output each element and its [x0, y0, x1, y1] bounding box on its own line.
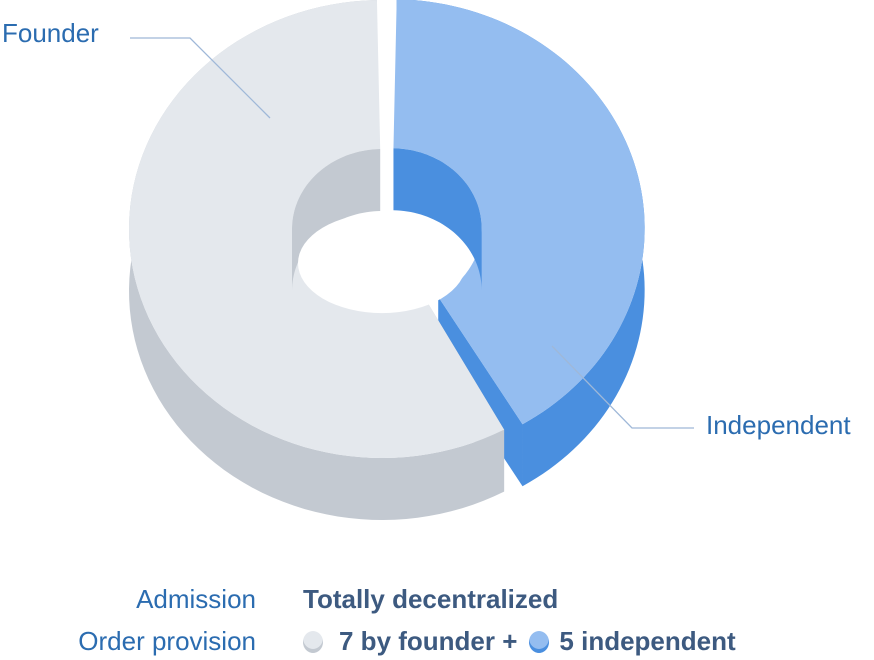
admission-label: Admission — [136, 584, 256, 614]
slice-label-independent: Independent — [706, 410, 851, 440]
admission-row: Admission Totally decentralized — [0, 584, 874, 615]
leader-line-founder — [130, 37, 271, 119]
order-provision-value: 7 by founder + 5 independent — [303, 626, 736, 657]
founder-legend-dot — [303, 630, 323, 653]
slice-inner-independent — [393, 148, 482, 291]
order-provision-label: Order provision — [78, 626, 256, 656]
independent-legend-dot — [529, 630, 550, 653]
slice-label-founder: Founder — [2, 18, 99, 48]
admission-value: Totally decentralized — [303, 584, 559, 614]
slice-top-founder — [129, 0, 505, 458]
slice-founder — [129, 0, 505, 520]
founder-count-text: 7 by founder + — [339, 626, 518, 656]
donut-hole — [298, 213, 466, 314]
leader-line-independent — [551, 345, 694, 429]
slice-top-independent — [393, 0, 645, 425]
order-provision-row: Order provision 7 by founder + 5 indepen… — [0, 626, 874, 657]
donut-chart — [129, 0, 694, 520]
independent-count-text: 5 independent — [559, 626, 736, 656]
slice-side-founder — [129, 0, 505, 520]
slice-inner-founder — [292, 149, 381, 291]
